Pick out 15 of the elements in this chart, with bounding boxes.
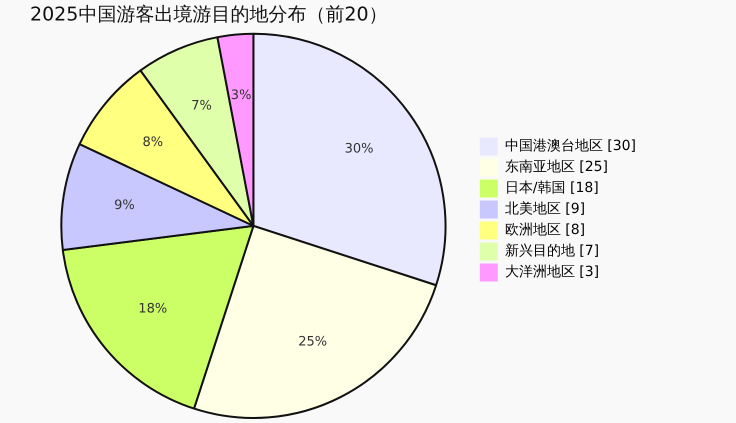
legend-label: 日本/韩国 [18] — [504, 180, 599, 196]
data-label: 8% — [142, 135, 164, 150]
legend-label: 中国港澳台地区 [30] — [504, 138, 636, 154]
data-label: 30% — [344, 141, 374, 156]
legend-label: 新兴目的地 [7] — [504, 243, 600, 260]
chart-title: 2025中国游客出境游目的地分布（前20） — [30, 3, 388, 26]
legend-label: 欧洲地区 [8] — [504, 222, 586, 238]
legend-label: 大洋洲地区 [3] — [504, 264, 600, 280]
data-label: 7% — [191, 98, 212, 114]
data-label: 18% — [138, 302, 168, 317]
data-label: 9% — [114, 198, 135, 213]
data-label: 3% — [230, 88, 252, 104]
legend-label: 东南亚地区 [25] — [504, 159, 608, 176]
data-label: 25% — [298, 334, 328, 350]
legend-label: 北美地区 [9] — [504, 201, 586, 218]
